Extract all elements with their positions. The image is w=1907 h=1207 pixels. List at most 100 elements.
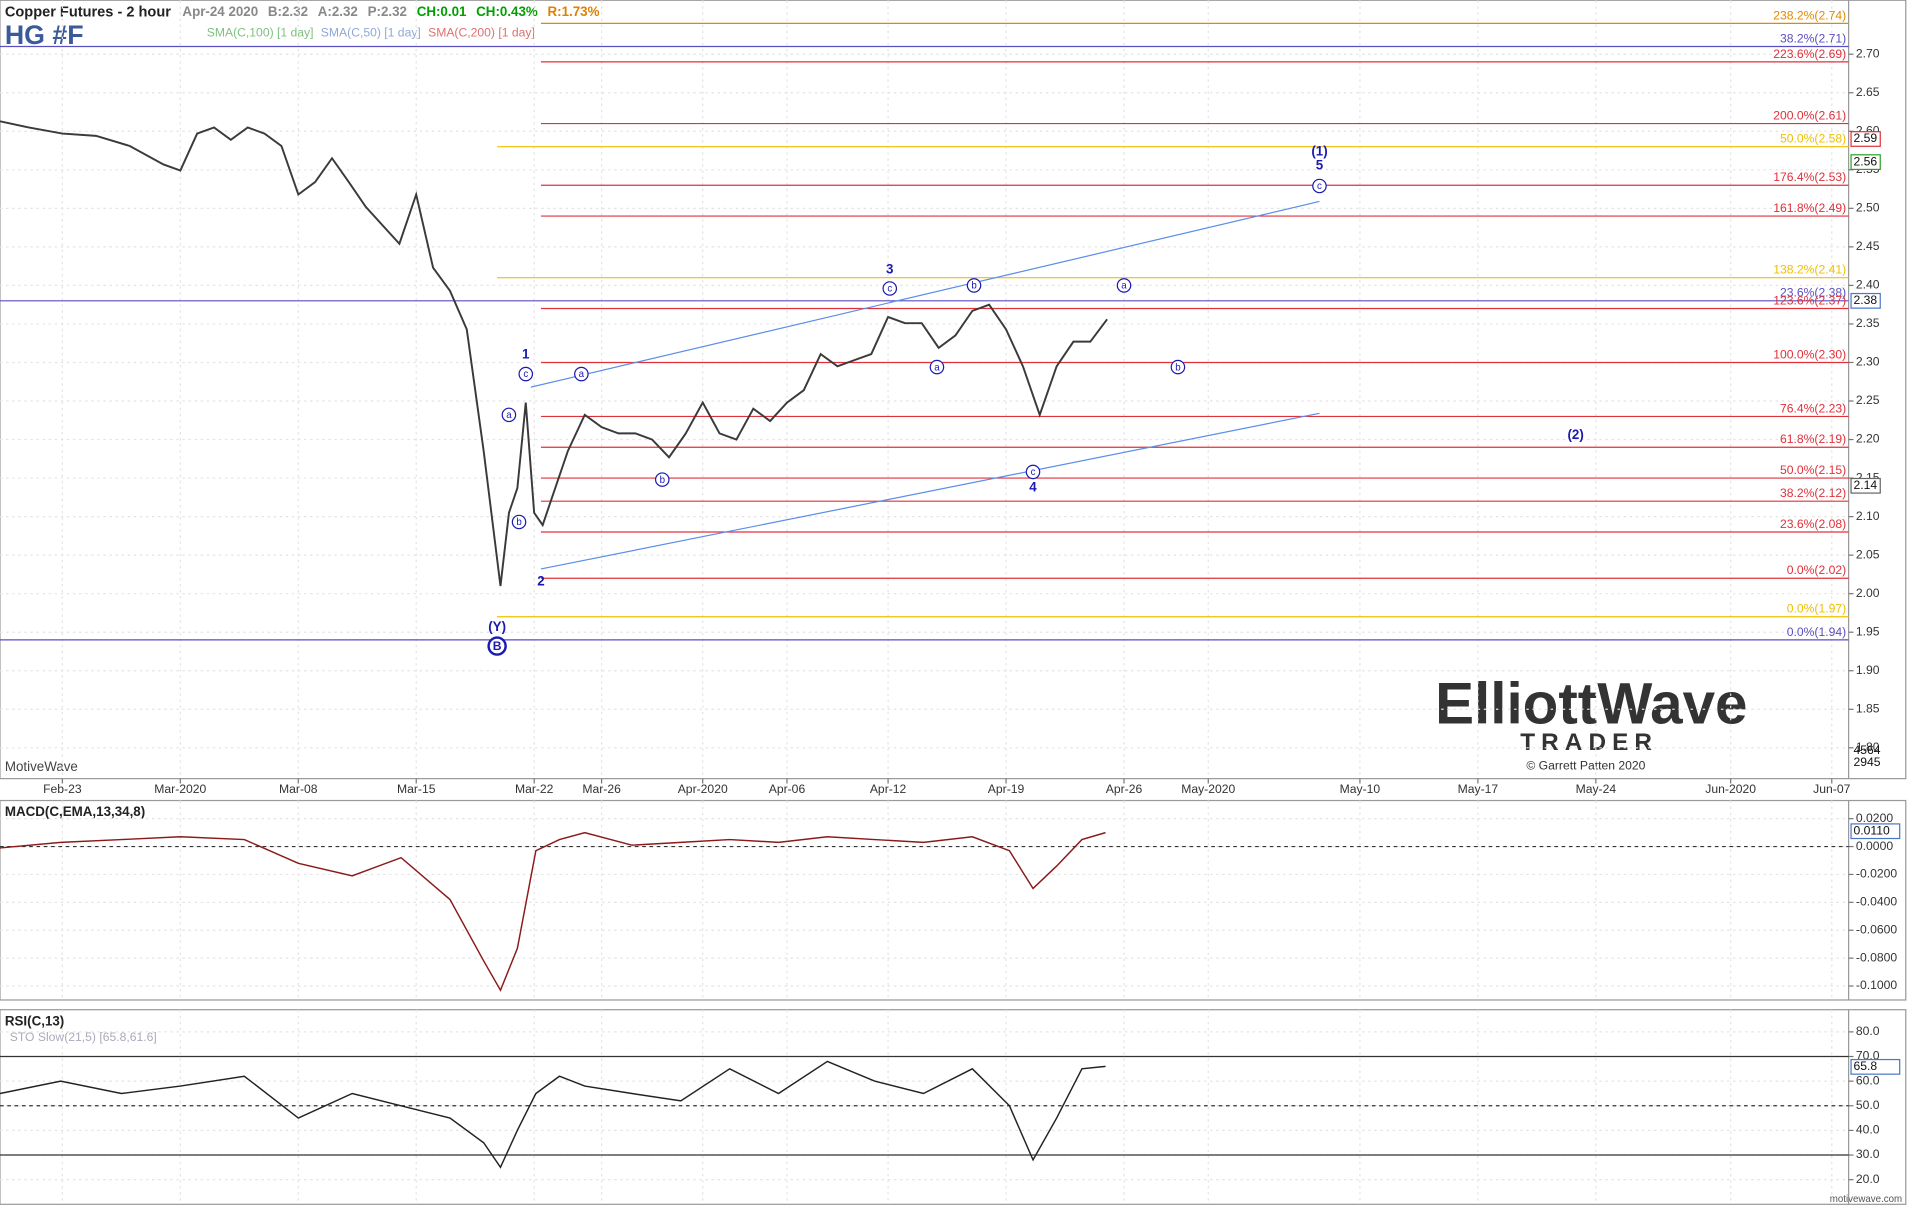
fib-label: 223.6%(2.69) bbox=[1773, 47, 1846, 61]
fib-label: 23.6%(2.08) bbox=[1780, 517, 1846, 531]
chart-title: Copper Futures - 2 hour bbox=[5, 4, 171, 20]
wave-circle-label: a bbox=[506, 410, 512, 421]
wave-circle bbox=[487, 636, 507, 656]
site: motivewave.com bbox=[1830, 1194, 1902, 1205]
panel-frame bbox=[0, 1009, 1907, 1205]
x-tick-label: Mar-22 bbox=[515, 782, 554, 796]
wave-circle bbox=[929, 359, 945, 375]
quote-item: R:1.73% bbox=[548, 4, 600, 19]
wave-circle bbox=[518, 366, 534, 382]
y-tick-label: 30.0 bbox=[1856, 1147, 1880, 1161]
y-tick-label: 1.85 bbox=[1856, 701, 1880, 715]
wave-circle bbox=[574, 366, 589, 382]
wave-circle bbox=[882, 281, 898, 296]
wave-circle bbox=[1170, 359, 1186, 375]
y-tick-label: 1.80 bbox=[1856, 740, 1880, 754]
fib-label: 161.8%(2.49) bbox=[1773, 201, 1846, 215]
wave-label: 4 bbox=[1029, 480, 1037, 495]
wave-circle bbox=[1312, 178, 1327, 194]
price-tag-label: 2.59 bbox=[1853, 131, 1877, 145]
fib-label: 0.0%(1.97) bbox=[1787, 602, 1846, 616]
wave-label: 2 bbox=[537, 574, 544, 589]
wave-circle-label: a bbox=[579, 369, 585, 380]
x-tick-label: Apr-06 bbox=[769, 782, 806, 796]
quote-item: P:2.32 bbox=[368, 4, 407, 19]
indicator-line bbox=[0, 831, 1106, 992]
logo-sub: TRADER bbox=[1520, 729, 1658, 756]
y-tick-label: 2.20 bbox=[1856, 432, 1880, 446]
logo-credit: © Garrett Patten 2020 bbox=[1526, 759, 1645, 773]
wave-label: (Y) bbox=[488, 619, 506, 634]
value-tag-label: 65.8 bbox=[1853, 1059, 1877, 1073]
wave-circle-label: b bbox=[660, 475, 665, 486]
symbol: HG #F bbox=[5, 20, 84, 50]
y-tick-label: 50.0 bbox=[1856, 1098, 1880, 1112]
y-tick-label: 80.0 bbox=[1856, 1024, 1880, 1038]
indicator-label: SMA(C,100) [1 day] bbox=[207, 25, 314, 39]
y-tick-label: 2.65 bbox=[1856, 85, 1880, 99]
value-tag-label: 0.0110 bbox=[1853, 823, 1890, 837]
y-tick-label: -0.0600 bbox=[1856, 922, 1897, 936]
wave-label: 3 bbox=[886, 262, 893, 277]
fib-label: 38.2%(2.71) bbox=[1780, 31, 1846, 45]
wave-label: 5 bbox=[1316, 157, 1324, 172]
fib-label: 138.2%(2.41) bbox=[1773, 263, 1846, 277]
wave-circle-label: c bbox=[1031, 467, 1036, 478]
price-tag-label: 2.14 bbox=[1853, 478, 1877, 492]
y-tick-label: 2.05 bbox=[1856, 547, 1880, 561]
x-tick-label: Jun-07 bbox=[1813, 782, 1850, 796]
x-tick-label: Jun-2020 bbox=[1705, 782, 1756, 796]
fib-label: 76.4%(2.23) bbox=[1780, 401, 1846, 415]
x-tick-label: Apr-12 bbox=[870, 782, 907, 796]
y-tick-label: 2.10 bbox=[1856, 509, 1880, 523]
x-tick-label: May-24 bbox=[1576, 782, 1617, 796]
panel-frame bbox=[0, 0, 1907, 780]
price-tag-label: 2.38 bbox=[1853, 293, 1877, 307]
wave-label: 1 bbox=[522, 346, 530, 361]
panel-title: RSI(C,13) bbox=[5, 1013, 64, 1028]
indicator-label: SMA(C,200) [1 day] bbox=[428, 25, 535, 39]
value-tag bbox=[1850, 823, 1901, 840]
panel-title: MACD(C,EMA,13,34,8) bbox=[5, 804, 145, 819]
y-tick-label: 2.45 bbox=[1856, 239, 1880, 253]
y-tick-label: 0.0000 bbox=[1856, 839, 1893, 853]
quote-item: Apr-24 2020 bbox=[182, 4, 258, 19]
y-tick-label: 60.0 bbox=[1856, 1073, 1880, 1087]
wave-circle-label: c bbox=[1317, 181, 1322, 192]
wave-circle bbox=[966, 278, 982, 293]
x-tick-label: Apr-19 bbox=[988, 782, 1025, 796]
y-tick-label: 20.0 bbox=[1856, 1172, 1880, 1186]
x-tick-label: Apr-2020 bbox=[678, 782, 728, 796]
fib-label: 23.6%(2.38) bbox=[1780, 286, 1846, 300]
wave-label: (1) bbox=[1311, 144, 1327, 159]
wave-circle bbox=[501, 407, 517, 423]
fib-label: 100.0%(2.30) bbox=[1773, 347, 1846, 361]
trendline bbox=[540, 412, 1320, 570]
wave-circle bbox=[1116, 278, 1132, 293]
wave-circle-label: b bbox=[516, 517, 521, 528]
quote-item: CH:0.01 bbox=[417, 4, 467, 19]
volume-label: 4564 bbox=[1853, 743, 1880, 757]
watermark: MotiveWave bbox=[5, 759, 78, 774]
quote-item: B:2.32 bbox=[268, 4, 308, 19]
price-tag-label: 2.56 bbox=[1853, 154, 1877, 168]
wave-circle bbox=[654, 472, 670, 487]
quote-item: A:2.32 bbox=[318, 4, 358, 19]
x-tick-label: Feb-23 bbox=[43, 782, 82, 796]
panel-subtitle: STO Slow(21,5) [65.8,61.6] bbox=[10, 1030, 157, 1044]
price-line bbox=[0, 120, 1108, 587]
x-tick-label: May-17 bbox=[1458, 782, 1499, 796]
price-tag bbox=[1850, 154, 1881, 171]
wave-circle-label: a bbox=[934, 362, 940, 373]
panel-frame bbox=[0, 799, 1907, 1001]
x-tick-label: Mar-2020 bbox=[154, 782, 206, 796]
trendline bbox=[530, 200, 1320, 388]
fib-label: 238.2%(2.74) bbox=[1773, 8, 1846, 22]
y-tick-label: -0.0400 bbox=[1856, 895, 1897, 909]
price-tag bbox=[1850, 477, 1881, 494]
y-tick-label: 2.25 bbox=[1856, 393, 1880, 407]
x-tick-label: Mar-15 bbox=[397, 782, 436, 796]
